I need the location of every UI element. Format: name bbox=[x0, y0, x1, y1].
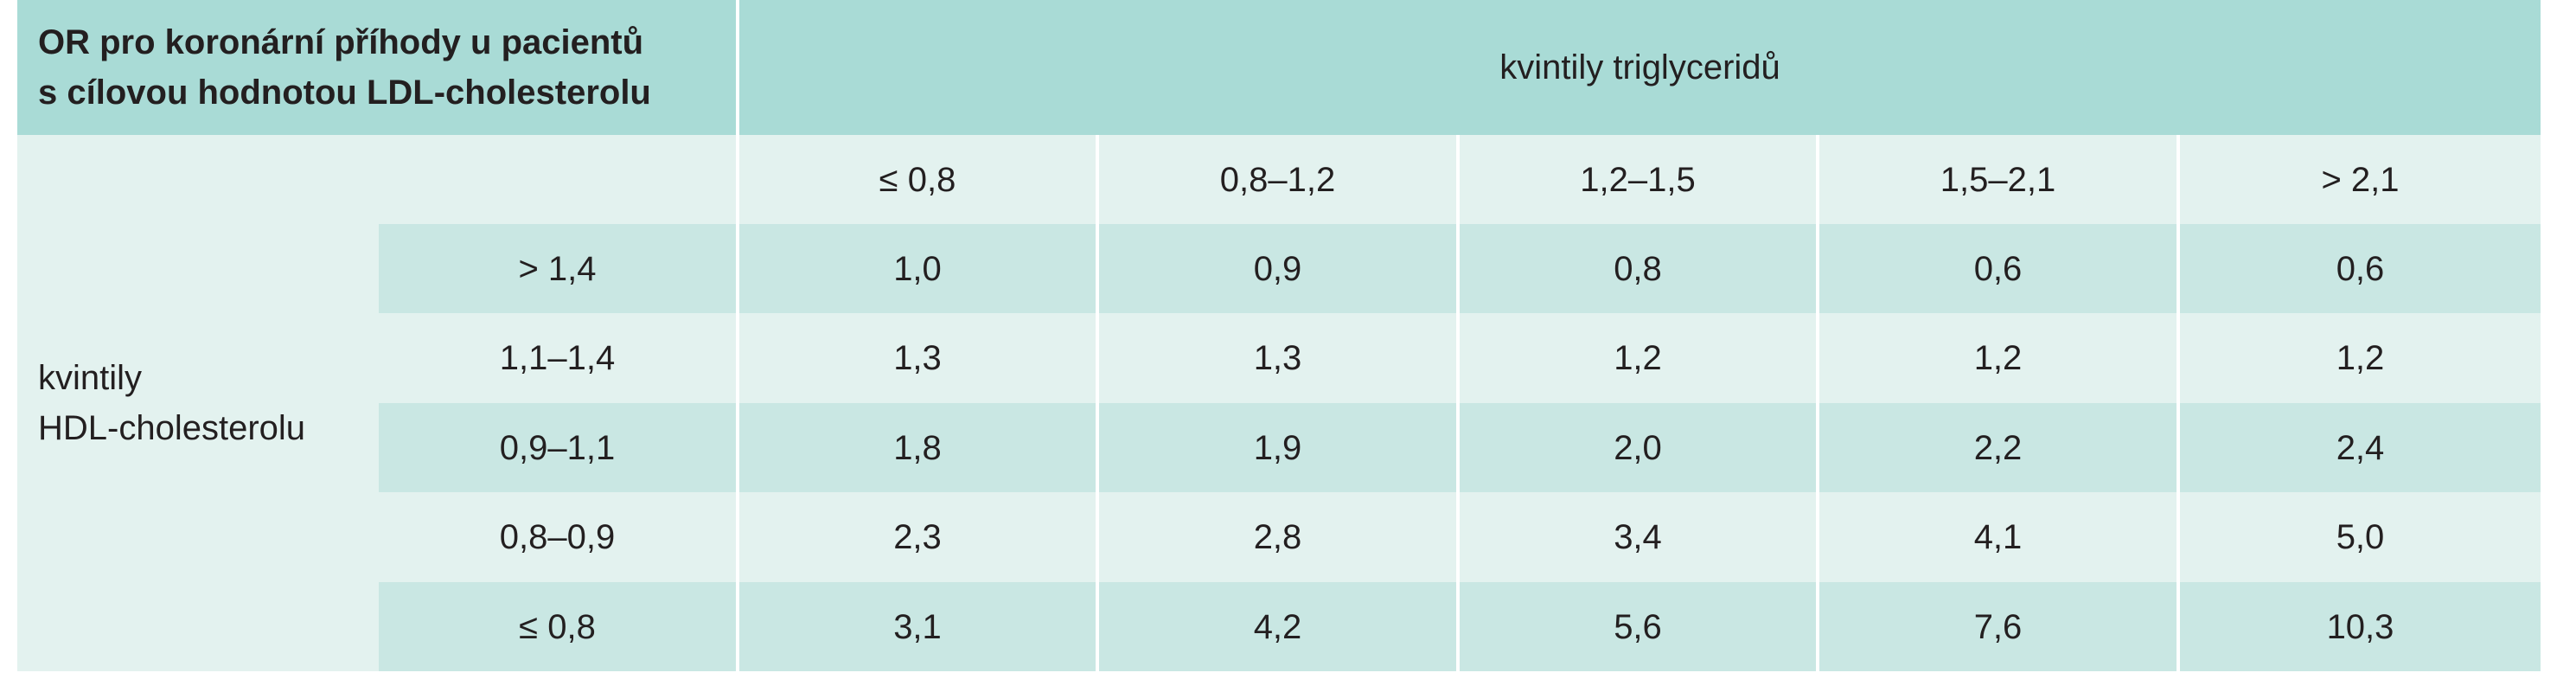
corner-title: OR pro koronární příhody u pacientů s cí… bbox=[17, 0, 739, 135]
table-cell: 1,3 bbox=[1099, 313, 1460, 403]
row-label: 0,9–1,1 bbox=[379, 403, 739, 492]
table-cell: 1,2 bbox=[1819, 313, 2180, 403]
table-cell: 1,3 bbox=[739, 313, 1099, 403]
table-cell: 5,6 bbox=[1460, 582, 1819, 671]
column-group-header: kvintily triglyceridů bbox=[739, 0, 2541, 135]
row-label: 1,1–1,4 bbox=[379, 313, 739, 403]
table-cell: 2,0 bbox=[1460, 403, 1819, 492]
row-group-label-line-2: HDL-cholesterolu bbox=[38, 409, 306, 447]
table-cell: 1,2 bbox=[2180, 313, 2541, 403]
table-cell: 2,8 bbox=[1099, 492, 1460, 582]
table-cell: 4,2 bbox=[1099, 582, 1460, 671]
row-label: 0,8–0,9 bbox=[379, 492, 739, 582]
table-cell: 2,4 bbox=[2180, 403, 2541, 492]
corner-title-line-2: s cílovou hodnotou LDL-cholesterolu bbox=[38, 74, 651, 112]
column-header: 1,5–2,1 bbox=[1819, 135, 2180, 224]
table-cell: 1,9 bbox=[1099, 403, 1460, 492]
table-cell: 7,6 bbox=[1819, 582, 2180, 671]
row-label: > 1,4 bbox=[379, 224, 739, 313]
table-cell: 10,3 bbox=[2180, 582, 2541, 671]
column-header: 0,8–1,2 bbox=[1099, 135, 1460, 224]
table-cell: 3,1 bbox=[739, 582, 1099, 671]
table-cell: 1,2 bbox=[1460, 313, 1819, 403]
table-cell: 0,9 bbox=[1099, 224, 1460, 313]
table-cell: 0,8 bbox=[1460, 224, 1819, 313]
table-cell: 0,6 bbox=[1819, 224, 2180, 313]
table-cell: 4,1 bbox=[1819, 492, 2180, 582]
table-cell: 2,2 bbox=[1819, 403, 2180, 492]
table-cell: 1,8 bbox=[739, 403, 1099, 492]
row-label: ≤ 0,8 bbox=[379, 582, 739, 671]
table-cell: 2,3 bbox=[739, 492, 1099, 582]
row-group-label-line-1: kvintily bbox=[38, 359, 143, 397]
table-cell: 0,6 bbox=[2180, 224, 2541, 313]
column-header: ≤ 0,8 bbox=[739, 135, 1099, 224]
table-cell: 1,0 bbox=[739, 224, 1099, 313]
row-label-header-empty bbox=[379, 135, 739, 224]
table-cell: 5,0 bbox=[2180, 492, 2541, 582]
table-cell: 3,4 bbox=[1460, 492, 1819, 582]
column-header: > 2,1 bbox=[2180, 135, 2541, 224]
column-header: 1,2–1,5 bbox=[1460, 135, 1819, 224]
data-table: OR pro koronární příhody u pacientů s cí… bbox=[17, 0, 2541, 671]
corner-title-line-1: OR pro koronární příhody u pacientů bbox=[38, 23, 644, 61]
row-group-label: kvintily HDL-cholesterolu bbox=[17, 135, 379, 671]
